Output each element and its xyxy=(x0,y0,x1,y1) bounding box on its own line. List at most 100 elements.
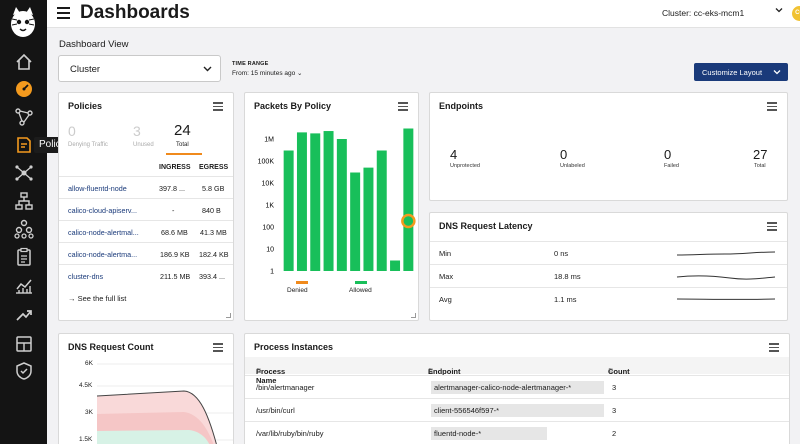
bar-allowed[interactable] xyxy=(376,150,387,271)
policies-stat-unused-value: 3 xyxy=(133,123,141,139)
table-row[interactable]: /var/lib/ruby/bin/ruby fluentd-node-* 2 xyxy=(245,421,789,444)
card-menu-icon[interactable] xyxy=(213,102,223,111)
column-header-label: Endpoint xyxy=(428,367,461,376)
tigera-logo-icon[interactable] xyxy=(8,5,38,39)
policy-name[interactable]: calico-node-alertmal... xyxy=(68,228,139,237)
time-range-selector[interactable]: From: 15 minutes ago ⌄ xyxy=(232,69,303,77)
process-endpoint: alertmanager-calico-node-alertmanager-* xyxy=(431,381,604,394)
table-row[interactable]: cluster-dns 211.5 MB 393.4 ... xyxy=(59,264,233,286)
legend-allowed: Allowed xyxy=(349,287,372,294)
endpoints-unlabeled-value: 0 xyxy=(560,147,568,162)
y-tick-label: 3K xyxy=(85,409,93,416)
sparkline-min xyxy=(676,251,776,256)
active-tab-indicator xyxy=(166,153,202,155)
page-title: Dashboards xyxy=(80,2,190,23)
policy-egress: 840 B xyxy=(202,206,221,215)
top-bar: Dashboards Cluster: cc-eks-mcm1 CC xyxy=(47,0,800,28)
card-menu-icon[interactable] xyxy=(213,343,223,352)
process-instances-card: Process Instances Process Name ⇅ Endpoin… xyxy=(244,333,790,444)
policies-stat-total-value: 24 xyxy=(174,122,191,139)
storage-icon[interactable] xyxy=(14,334,34,354)
policies-stat-denying-value: 0 xyxy=(68,123,76,139)
cluster-selector[interactable]: Cluster: cc-eks-mcm1 xyxy=(662,8,745,18)
hover-cursor-icon xyxy=(401,213,416,229)
sparkline-avg xyxy=(676,298,776,300)
bar-allowed[interactable] xyxy=(363,167,374,271)
policy-ingress: 68.6 MB xyxy=(161,228,188,237)
dashboards-icon[interactable] xyxy=(14,79,34,99)
threat-defense-icon[interactable] xyxy=(14,361,34,381)
network-icon[interactable] xyxy=(14,191,34,211)
sort-icon[interactable]: ⇅ xyxy=(428,368,434,375)
policies-stat-unused-label[interactable]: Unused xyxy=(133,142,154,148)
bar-allowed[interactable] xyxy=(390,260,401,271)
bar-allowed[interactable] xyxy=(323,131,334,271)
policies-stat-total-label[interactable]: Total xyxy=(176,142,189,148)
bar-allowed[interactable] xyxy=(336,139,347,271)
y-tick-label: 1M xyxy=(264,137,274,144)
policy-name[interactable]: allow-fluentd-node xyxy=(68,184,127,193)
policy-egress: 41.3 MB xyxy=(200,228,227,237)
policy-ingress: 211.5 MB xyxy=(160,272,191,281)
process-count: 3 xyxy=(612,383,617,392)
card-menu-icon[interactable] xyxy=(398,102,408,111)
chevron-down-icon: ⌄ xyxy=(297,70,303,77)
arrow-right-icon: → xyxy=(68,294,76,303)
bar-allowed[interactable] xyxy=(296,132,307,271)
process-endpoint: fluentd-node-* xyxy=(431,427,547,440)
chevron-down-icon[interactable] xyxy=(775,6,783,14)
logs-icon[interactable] xyxy=(14,305,34,325)
endpoints-icon[interactable] xyxy=(14,163,34,183)
card-menu-icon[interactable] xyxy=(767,222,777,231)
customize-layout-button[interactable]: Customize Layout xyxy=(694,63,788,81)
dns-latency-label: Avg xyxy=(439,295,452,304)
policies-icon[interactable] xyxy=(14,135,34,155)
bar-allowed[interactable] xyxy=(283,150,294,271)
endpoints-unlabeled-label: Unlabeled xyxy=(560,163,585,169)
bar-allowed[interactable] xyxy=(310,133,321,271)
column-header-label: Count xyxy=(608,367,630,376)
dashboard-view-label: Dashboard View xyxy=(59,39,129,50)
see-full-list-link[interactable]: → See the full list xyxy=(68,294,126,303)
packets-chart: 1M 100K 10K 1K 100 10 1 xyxy=(258,128,416,284)
policy-name[interactable]: cluster-dns xyxy=(68,272,104,281)
see-full-list-label: See the full list xyxy=(77,294,127,303)
policies-stat-denying-label[interactable]: Denying Traffic xyxy=(68,142,108,148)
time-range-value: From: 15 minutes ago xyxy=(232,70,296,77)
table-row[interactable]: /usr/bin/curl client-556546f597-* 3 xyxy=(245,398,789,421)
policy-name[interactable]: calico-node-alertma... xyxy=(68,250,138,259)
bar-allowed[interactable] xyxy=(403,128,414,271)
sort-icon[interactable]: ⇅ xyxy=(256,368,262,375)
resize-handle[interactable] xyxy=(411,313,416,318)
table-row[interactable]: allow-fluentd-node 397.8 ... 5.8 GB xyxy=(59,176,233,198)
legend-denied-swatch xyxy=(296,281,308,284)
table-row[interactable]: calico-cloud-apiserv... - 840 B xyxy=(59,198,233,220)
egress-header: EGRESS xyxy=(199,164,229,171)
dashboard-view-select[interactable]: Cluster xyxy=(58,55,221,82)
service-graph-icon[interactable] xyxy=(14,107,34,127)
activity-icon[interactable] xyxy=(14,276,34,296)
avatar[interactable]: CC xyxy=(792,6,800,21)
y-tick-label: 10 xyxy=(266,247,274,254)
table-row[interactable]: calico-node-alertma... 186.9 KB 182.4 KB xyxy=(59,242,233,264)
compliance-icon[interactable] xyxy=(14,247,34,267)
home-icon[interactable] xyxy=(14,52,34,72)
dns-count-title: DNS Request Count xyxy=(68,342,154,352)
customize-layout-label: Customize Layout xyxy=(702,68,763,77)
bar-allowed[interactable] xyxy=(350,172,361,271)
policy-name[interactable]: calico-cloud-apiserv... xyxy=(68,206,137,215)
card-menu-icon[interactable] xyxy=(767,102,777,111)
card-menu-icon[interactable] xyxy=(769,343,779,352)
table-row[interactable]: calico-node-alertmal... 68.6 MB 41.3 MB xyxy=(59,220,233,242)
menu-icon[interactable] xyxy=(57,7,70,19)
process-title: Process Instances xyxy=(254,342,334,352)
policy-egress: 182.4 KB xyxy=(199,250,229,259)
namespaces-icon[interactable] xyxy=(14,219,34,239)
resize-handle[interactable] xyxy=(226,313,231,318)
sort-icon[interactable]: ⇅ xyxy=(608,368,614,375)
legend-allowed-swatch xyxy=(355,281,367,284)
dns-count-chart xyxy=(96,363,233,444)
endpoints-failed-label: Failed xyxy=(664,163,679,169)
y-tick-label: 1.5K xyxy=(79,436,93,443)
table-row[interactable]: /bin/alertmanager alertmanager-calico-no… xyxy=(245,375,789,398)
